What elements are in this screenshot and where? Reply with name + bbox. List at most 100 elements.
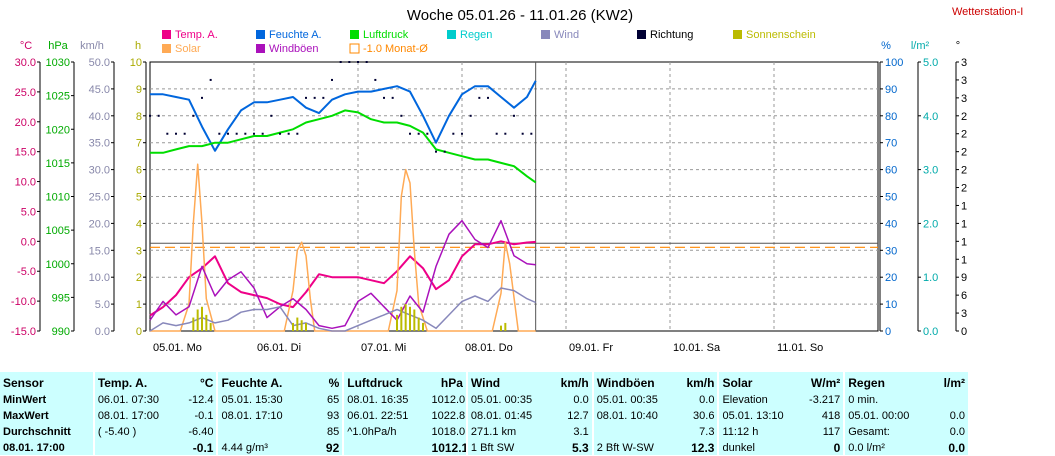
axis-tick-label: 1 (136, 299, 142, 311)
axis-tick-label: 100 (885, 57, 903, 69)
stats-cell: -0.1 (194, 410, 214, 422)
axis-tick-label: -10.0 (11, 296, 36, 308)
day-label: 10.01. Sa (673, 342, 721, 354)
stats-cell (92, 440, 180, 456)
axis-tick-label: 2 (961, 183, 967, 195)
direction-dot (426, 132, 429, 135)
direction-dot (478, 96, 481, 99)
legend-swatch (162, 30, 171, 39)
axis-tick-label: 5.0 (923, 57, 938, 69)
axis-tick-label: 1020 (46, 124, 70, 136)
axis-tick-label: 3 (961, 75, 967, 87)
direction-dot (400, 114, 403, 117)
stats-cell: ^1.0hPa/h (342, 424, 429, 440)
stats-cell: 05.01. 00:35 (465, 392, 553, 408)
stats-cell: 0 min. (843, 392, 930, 408)
stats-cell: 08.01. 17:00 (92, 408, 180, 424)
chart-axes: °C30.025.020.015.010.05.00.0-5.0-10.0-15… (11, 40, 967, 338)
direction-dot (417, 132, 420, 135)
axis-tick-label: 30.0 (15, 57, 36, 69)
axis-tick-label: 50 (885, 192, 897, 204)
stats-header-cell: Sensor (3, 376, 44, 390)
direction-dot (253, 132, 255, 135)
day-label: 08.01. Do (465, 342, 513, 354)
direction-dot (313, 96, 316, 99)
direction-dot (287, 132, 290, 135)
stats-cell: -0.1 (192, 441, 214, 455)
sunshine-bar (196, 309, 199, 331)
axis-tick-label: 3 (961, 57, 967, 69)
axis-tick-label: 1 (961, 236, 967, 248)
station-link[interactable]: Wetterstation-I (952, 6, 1024, 18)
axis-tick-label: 70 (885, 138, 897, 150)
direction-dot (383, 96, 385, 99)
direction-dot (322, 96, 325, 99)
axis-tick-label: 3 (136, 245, 142, 257)
stats-cell: 2 Bft W-SW (591, 440, 678, 456)
direction-dot (244, 132, 247, 135)
legend-label: -1.0 Monat-Ø (363, 43, 428, 55)
direction-dot (305, 96, 307, 99)
stats-cell: -6.40 (188, 426, 214, 438)
stats-header-cell: Solar (717, 372, 804, 392)
stats-cell (930, 392, 968, 408)
legend-swatch (733, 30, 742, 39)
stats-cell: 0.0 (949, 410, 965, 422)
axis-tick-label: 8 (136, 111, 142, 123)
legend-label: Feuchte A. (269, 29, 322, 41)
sunshine-bar (413, 309, 416, 331)
sunshine-bar (404, 304, 407, 331)
sunshine-bar (292, 322, 294, 331)
axis-tick-label: 60 (885, 165, 897, 177)
stats-cell: 418 (821, 410, 841, 422)
direction-dot (365, 61, 368, 63)
direction-dot (157, 114, 160, 117)
direction-dot (530, 132, 533, 135)
axis-tick-label: 40.0 (89, 111, 110, 123)
axis-tick-label: 1 (961, 200, 967, 212)
stats-cell: 92 (325, 441, 340, 455)
axis-tick-label: 990 (52, 326, 70, 338)
stats-cell: 0.0 (699, 394, 715, 406)
axis-tick-label: 2 (961, 147, 967, 159)
axis-unit: ° (956, 40, 960, 52)
day-label: 06.01. Di (257, 342, 301, 354)
axis-tick-label: 2 (961, 129, 967, 141)
stats-row: 08.01. 17:00 -0.1 4.44 g/m³ 92 1012.1 1 Bft S… (0, 440, 968, 456)
axis-tick-label: 4 (136, 218, 142, 230)
axis-tick-label: 50.0 (89, 57, 110, 69)
direction-dot (296, 132, 299, 135)
axis-tick-label: 995 (52, 292, 70, 304)
stats-cell: 0.0 (948, 441, 965, 455)
direction-dot (487, 96, 489, 99)
stats-cell: MaxWert (3, 410, 49, 422)
stats-cell: 12.7 (567, 410, 589, 422)
axis-unit: hPa (48, 40, 68, 52)
series-line-solar (150, 163, 536, 332)
stats-cell: -3.217 (809, 394, 841, 406)
legend-swatch (349, 43, 360, 54)
axis-tick-label: 35.0 (89, 138, 110, 150)
axis-tick-label: 1000 (46, 259, 70, 271)
axis-tick-label: 3 (961, 308, 967, 320)
stats-header-cell: km/h (686, 376, 715, 390)
direction-dot (227, 132, 229, 135)
stats-cell: 0 (833, 441, 841, 455)
axis-tick-label: 2 (961, 111, 967, 123)
sunshine-bar (422, 322, 424, 331)
legend-swatch (256, 30, 265, 39)
direction-dot (374, 78, 377, 81)
direction-dot (513, 114, 515, 117)
sunshine-bar (500, 325, 502, 331)
stats-header-cell: Wind (465, 372, 553, 392)
axis-tick-label: 1.0 (923, 272, 938, 284)
stats-cell: 271.1 km (465, 424, 553, 440)
axis-tick-label: 0 (136, 326, 142, 338)
axis-tick-label: 9 (961, 272, 967, 284)
stats-header-cell: °C (200, 376, 214, 390)
direction-dot (201, 96, 203, 99)
stats-cell: 0.0 (949, 426, 965, 438)
axis-tick-label: 25.0 (89, 192, 110, 204)
sunshine-bar (417, 317, 420, 331)
axis-tick-label: 2 (961, 165, 967, 177)
